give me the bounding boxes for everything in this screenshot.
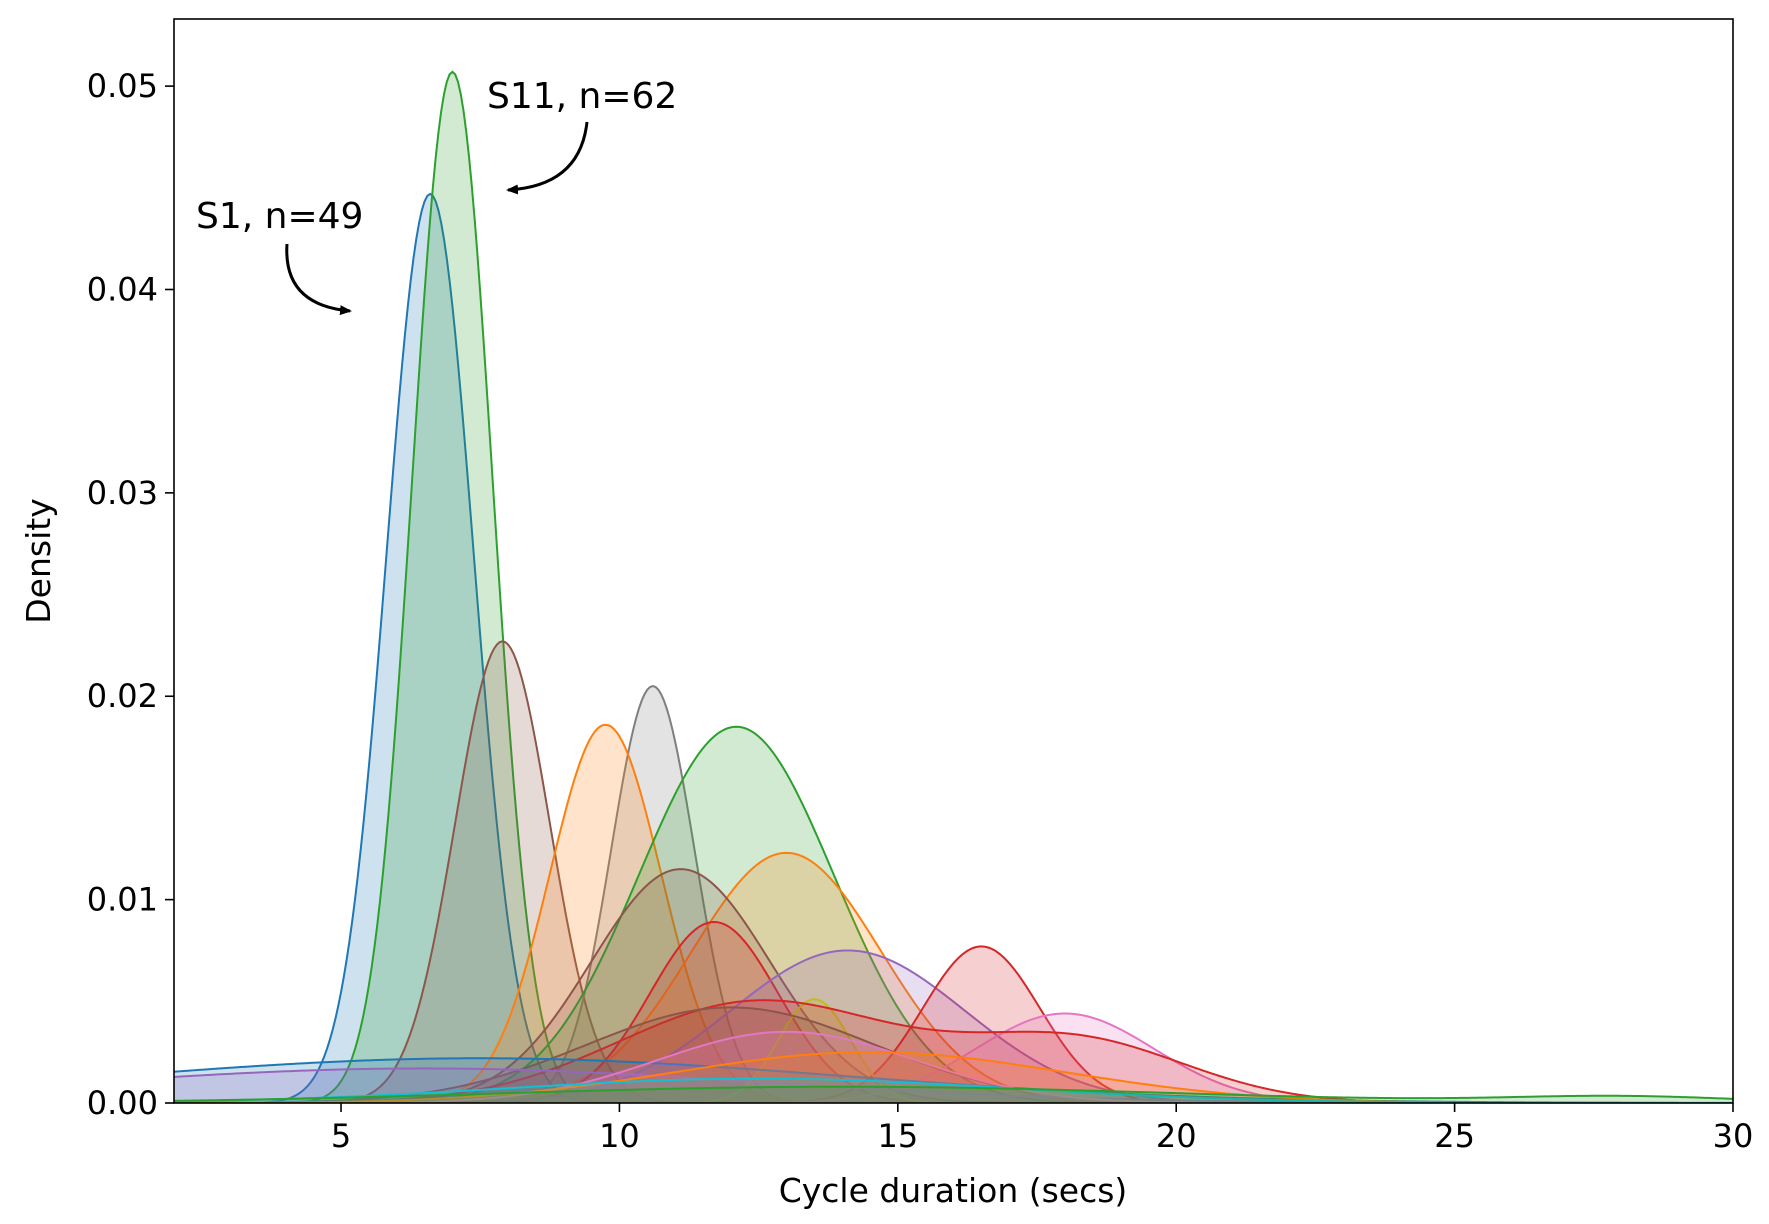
- y-axis-ticks: 0.00 0.01 0.02 0.03 0.04 0.05: [87, 67, 174, 1122]
- x-axis-ticks: 5 10 15 20 25 30: [331, 1103, 1754, 1155]
- density-curve-2: [174, 70, 1733, 1103]
- density-area-2: [174, 71, 1733, 1103]
- x-tick-label: 15: [877, 1117, 918, 1155]
- density-series-3: [174, 640, 1733, 1103]
- density-area-8: [174, 869, 1733, 1103]
- annotation-s1-arrow: [285, 243, 352, 316]
- density-area-3: [174, 641, 1733, 1103]
- density-area-7: [174, 852, 1733, 1103]
- x-tick-label: 25: [1434, 1117, 1475, 1155]
- y-tick-label: 0.01: [87, 881, 158, 919]
- density-curve-12: [174, 1012, 1733, 1103]
- annotation-s11: S11, n=62: [487, 76, 677, 195]
- density-area-20: [174, 1078, 1733, 1103]
- x-tick-label: 20: [1156, 1117, 1197, 1155]
- annotation-s11-arrow: [506, 121, 589, 195]
- density-series-18: [174, 1030, 1733, 1103]
- x-tick-label: 10: [599, 1117, 640, 1155]
- x-axis-label: Cycle duration (secs): [779, 1171, 1128, 1210]
- x-tick-label: 5: [331, 1117, 351, 1155]
- density-curve-11: [174, 945, 1733, 1103]
- density-curve-3: [174, 640, 1733, 1103]
- density-area-17: [174, 1068, 1733, 1103]
- y-tick-label: 0.02: [87, 677, 158, 715]
- density-curve-21: [174, 1085, 1733, 1102]
- density-series-11: [174, 945, 1733, 1103]
- density-area-11: [174, 946, 1733, 1103]
- density-area-21: [174, 1086, 1733, 1103]
- density-area-15: [174, 1007, 1733, 1103]
- y-axis-label: Density: [19, 498, 58, 623]
- density-curve-15: [174, 1006, 1733, 1103]
- annotation-s11-label: S11, n=62: [487, 76, 677, 117]
- annotation-s1: S1, n=49: [196, 196, 363, 316]
- density-area-10: [174, 950, 1733, 1103]
- density-curve-18: [174, 1030, 1733, 1103]
- density-series-21: [174, 1085, 1733, 1103]
- density-series-1: [174, 192, 1733, 1103]
- density-area-14: [174, 1000, 1733, 1103]
- y-tick-label: 0.03: [87, 474, 158, 512]
- density-series-2: [174, 70, 1733, 1103]
- density-curve-1: [174, 192, 1733, 1103]
- density-series-15: [174, 1006, 1733, 1103]
- density-area-19: [174, 1052, 1733, 1103]
- annotation-s1-label: S1, n=49: [196, 196, 363, 237]
- y-tick-label: 0.04: [87, 270, 158, 308]
- density-area-18: [174, 1031, 1733, 1103]
- density-series-group: [174, 70, 1733, 1103]
- y-tick-label: 0.05: [87, 67, 158, 105]
- x-tick-label: 30: [1713, 1117, 1754, 1155]
- plot-frame: [173, 18, 1734, 1104]
- y-tick-label: 0.00: [87, 1084, 158, 1122]
